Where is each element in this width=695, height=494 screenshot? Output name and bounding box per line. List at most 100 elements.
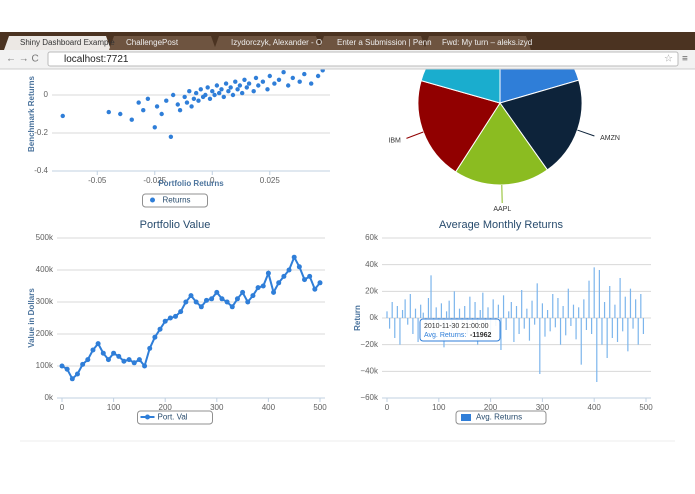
x-tick-label: 400: [588, 403, 602, 412]
pie-slice: [417, 80, 501, 173]
x-tick-label: 400: [262, 403, 276, 412]
menu[interactable]: ≡: [682, 54, 688, 65]
marker: [229, 304, 235, 310]
bar: [606, 318, 608, 358]
x-tick-label: 500: [313, 403, 327, 412]
url: localhost:7721: [64, 54, 129, 65]
bar: [578, 307, 580, 318]
browser-chrome: Shiny Dashboard Example ChallengePost Iz…: [0, 0, 695, 70]
pie-slice: [454, 102, 549, 186]
bar: [640, 294, 642, 318]
x-tick-label: -0.025: [143, 176, 166, 185]
tab[interactable]: [424, 36, 531, 50]
point: [164, 98, 169, 103]
tab[interactable]: [109, 36, 216, 50]
bar: [388, 318, 391, 329]
point: [187, 89, 192, 94]
marker: [131, 360, 137, 366]
tooltip-value: -11962: [470, 332, 492, 339]
point: [207, 96, 213, 102]
bar: [598, 270, 600, 318]
bar: [417, 318, 419, 342]
bar: [635, 299, 637, 318]
y-tick-label: 500k: [36, 233, 54, 242]
point: [198, 87, 203, 92]
bar: [515, 306, 518, 318]
bar: [554, 318, 556, 328]
marker: [85, 357, 91, 363]
bar: [541, 303, 543, 318]
y-tick-label: 0k: [45, 393, 54, 402]
bar: [559, 318, 562, 345]
marker: [126, 357, 132, 363]
marker: [317, 280, 323, 286]
point: [118, 111, 123, 117]
point: [129, 117, 134, 122]
point: [223, 81, 229, 86]
point: [246, 81, 252, 86]
tab[interactable]: [319, 36, 426, 50]
point: [235, 87, 240, 92]
marker: [95, 341, 101, 347]
x-tick-label: 300: [210, 403, 224, 412]
y-axis-title: Return: [353, 305, 362, 331]
legend-box: [455, 410, 547, 425]
bar: [469, 296, 471, 318]
bar: [585, 318, 588, 330]
marker: [121, 358, 127, 364]
bar: [603, 302, 606, 318]
point: [260, 79, 266, 84]
pie-label: AAPL: [493, 206, 511, 213]
marker: [286, 267, 292, 273]
tab-title: Izydorczyk, Alexander - O: [231, 38, 322, 47]
bar: [508, 311, 510, 318]
marker: [265, 270, 271, 276]
y-tick-label: 300k: [36, 297, 54, 306]
bar: [546, 310, 549, 318]
bar: [557, 298, 559, 318]
marker: [240, 289, 246, 295]
bar: [521, 290, 523, 318]
point: [136, 100, 141, 105]
bar: [420, 304, 422, 318]
legend-symbol: [461, 414, 471, 421]
bar: [448, 300, 450, 318]
point: [290, 75, 295, 81]
marker: [203, 297, 209, 303]
marker: [167, 315, 173, 321]
bar: [544, 318, 546, 337]
top-margin: [0, 0, 695, 32]
y-tick-label: 200k: [36, 329, 54, 338]
marker: [142, 363, 148, 369]
point: [228, 85, 233, 90]
point: [267, 73, 272, 79]
x-tick-label: 100: [107, 403, 121, 412]
tab[interactable]: [214, 36, 321, 50]
bar: [528, 318, 531, 341]
bar: [440, 303, 442, 318]
marker: [209, 296, 215, 302]
marker: [219, 296, 225, 302]
bar: [536, 283, 538, 318]
bar: [562, 306, 564, 318]
bar: [435, 307, 437, 318]
y-tick-label: 100k: [36, 361, 54, 370]
legend-symbol: [145, 414, 150, 420]
bar: [394, 318, 396, 338]
marker: [74, 371, 80, 377]
tab[interactable]: [4, 36, 111, 50]
y-tick-label: −20k: [360, 340, 379, 349]
bar: [534, 318, 536, 325]
point: [242, 77, 247, 83]
nav-buttons[interactable]: ← → C: [6, 54, 39, 65]
bar: [453, 291, 455, 318]
bar: [399, 318, 401, 345]
tab-title: Enter a Submission | Penn: [337, 38, 432, 47]
x-axis-title: Portfolio Returns: [158, 179, 224, 188]
bar: [492, 299, 494, 318]
bar: [596, 318, 598, 382]
address-bar[interactable]: [47, 51, 679, 67]
bookmark-star[interactable]: ☆: [664, 54, 673, 65]
